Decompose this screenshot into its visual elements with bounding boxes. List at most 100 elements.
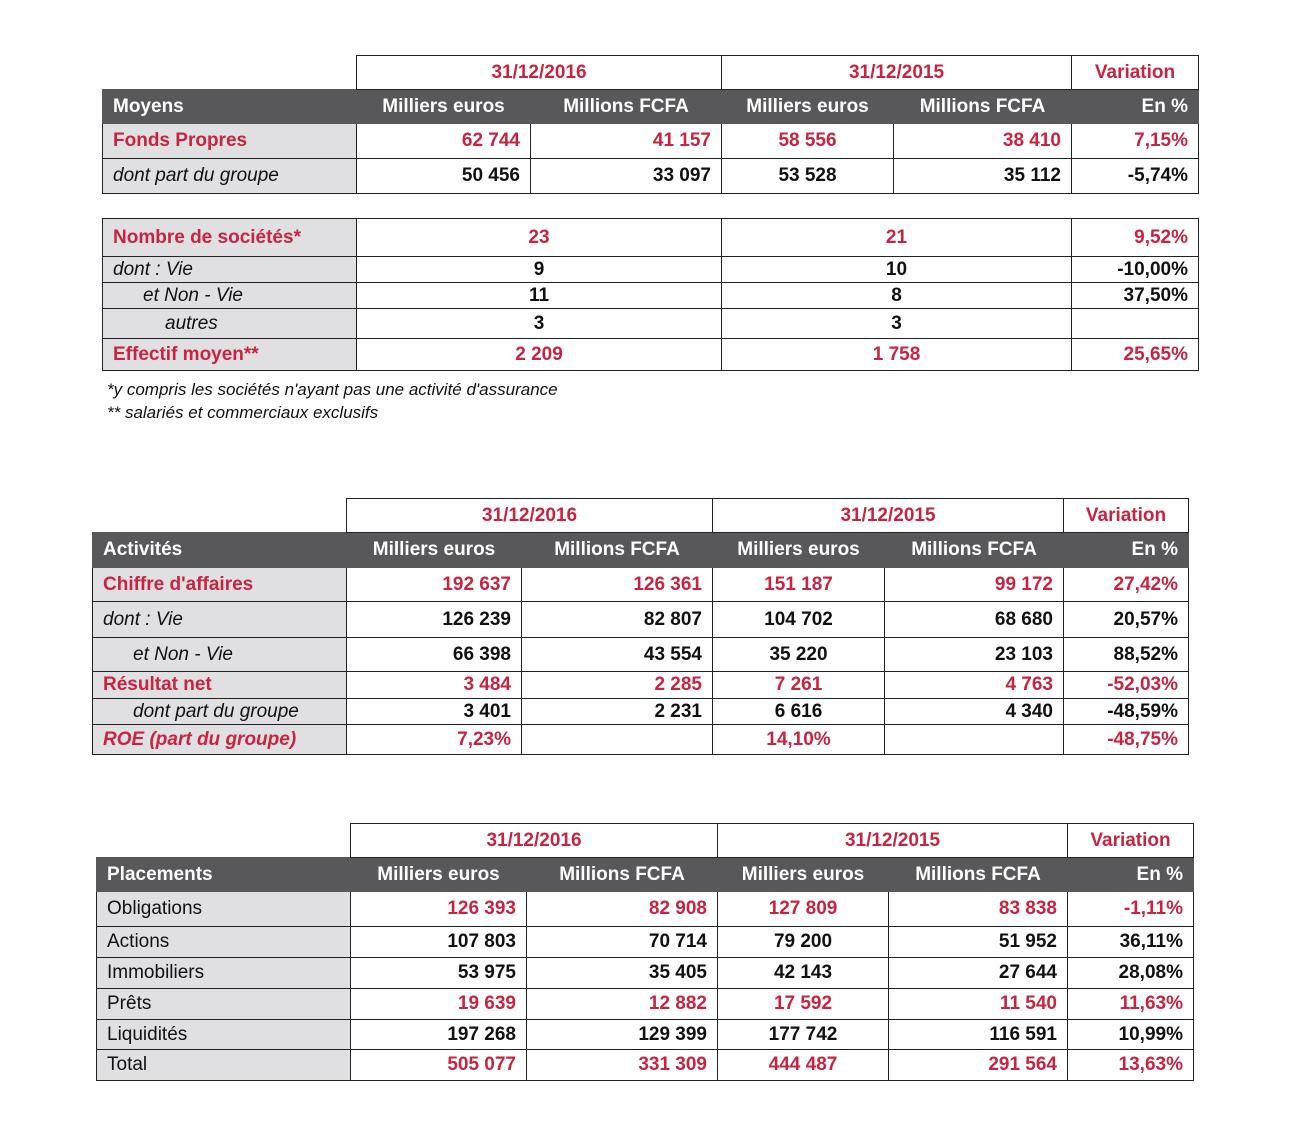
cell: 27 644 <box>888 957 1068 989</box>
cell: 38 410 <box>893 123 1072 159</box>
cell: 33 097 <box>530 158 722 194</box>
cell: 62 744 <box>356 123 531 159</box>
cell: 8 <box>721 282 1072 309</box>
societes-table: Nombre de sociétés* 23 21 9,52% dont : V… <box>102 218 1199 371</box>
cell: 23 103 <box>884 637 1064 672</box>
cell: 42 143 <box>717 957 889 989</box>
cell: 19 639 <box>350 988 527 1020</box>
moyens-table: 31/12/2016 31/12/2015 Variation Moyens M… <box>102 55 1199 194</box>
moyens-variation-header: Variation <box>1071 55 1199 90</box>
row-label: ROE (part du groupe) <box>92 724 347 755</box>
cell: 53 975 <box>350 957 527 989</box>
placements-table: 31/12/2016 31/12/2015 Variation Placemen… <box>96 823 1194 1081</box>
cell: 4 340 <box>884 698 1064 725</box>
cell: 192 637 <box>346 567 522 602</box>
moyens-header-col4: Millions FCFA <box>893 89 1072 124</box>
cell: 58 556 <box>721 123 894 159</box>
cell: 7,23% <box>346 724 522 755</box>
cell: -48,75% <box>1063 724 1189 755</box>
table-row: autres 3 3 <box>102 308 1199 339</box>
table-row: Effectif moyen** 2 209 1 758 25,65% <box>102 338 1199 371</box>
row-label: Résultat net <box>92 671 347 699</box>
placements-header-col4: Millions FCFA <box>888 857 1068 892</box>
cell: 3 484 <box>346 671 522 699</box>
cell: 151 187 <box>712 567 885 602</box>
cell: 7 261 <box>712 671 885 699</box>
row-label: et Non - Vie <box>92 637 347 672</box>
table-row: et Non - Vie 11 8 37,50% <box>102 282 1199 309</box>
cell: 107 803 <box>350 926 527 958</box>
activites-header-col2: Millions FCFA <box>521 532 713 568</box>
cell <box>1071 308 1199 339</box>
cell: 116 591 <box>888 1019 1068 1050</box>
placements-header-col1: Milliers euros <box>350 857 527 892</box>
table-row: dont : Vie 9 10 -10,00% <box>102 256 1199 283</box>
table-row: Fonds Propres 62 744 41 157 58 556 38 41… <box>102 123 1199 159</box>
activites-header-label: Activités <box>92 532 347 568</box>
activites-table: 31/12/2016 31/12/2015 Variation Activité… <box>92 498 1189 755</box>
cell: 28,08% <box>1067 957 1194 989</box>
cell: 35 405 <box>526 957 718 989</box>
table-row: dont part du groupe 50 456 33 097 53 528… <box>102 158 1199 194</box>
table-row: ROE (part du groupe) 7,23% 14,10% -48,75… <box>92 724 1189 755</box>
footnote-2: ** salariés et commerciaux exclusifs <box>107 403 379 422</box>
activites-date-2016: 31/12/2016 <box>346 498 713 533</box>
table-row: Actions 107 803 70 714 79 200 51 952 36,… <box>96 926 1194 958</box>
cell: 70 714 <box>526 926 718 958</box>
row-label: Actions <box>96 926 351 958</box>
cell: 1 758 <box>721 338 1072 371</box>
cell: -48,59% <box>1063 698 1189 725</box>
moyens-header-col3: Milliers euros <box>721 89 894 124</box>
cell: 83 838 <box>888 891 1068 927</box>
row-label: autres <box>102 308 357 339</box>
row-label: Prêts <box>96 988 351 1020</box>
activites-date-2015: 31/12/2015 <box>712 498 1064 533</box>
cell: 505 077 <box>350 1049 527 1081</box>
placements-date-2016: 31/12/2016 <box>350 823 718 858</box>
moyens-date-2016: 31/12/2016 <box>356 55 722 90</box>
cell: 50 456 <box>356 158 531 194</box>
table-row: Chiffre d'affaires 192 637 126 361 151 1… <box>92 567 1189 602</box>
cell: 126 239 <box>346 601 522 638</box>
table-row: dont part du groupe 3 401 2 231 6 616 4 … <box>92 698 1189 725</box>
cell: 10 <box>721 256 1072 283</box>
cell: -52,03% <box>1063 671 1189 699</box>
row-label: Fonds Propres <box>102 123 357 159</box>
row-label: Liquidités <box>96 1019 351 1050</box>
row-label: dont : Vie <box>92 601 347 638</box>
row-label: Chiffre d'affaires <box>92 567 347 602</box>
cell: 291 564 <box>888 1049 1068 1081</box>
cell: 11,63% <box>1067 988 1194 1020</box>
placements-header-col2: Millions FCFA <box>526 857 718 892</box>
row-label: Nombre de sociétés* <box>102 218 357 257</box>
cell: 197 268 <box>350 1019 527 1050</box>
cell: 17 592 <box>717 988 889 1020</box>
moyens-header-col2: Millions FCFA <box>530 89 722 124</box>
cell: 2 285 <box>521 671 713 699</box>
row-label: dont part du groupe <box>102 158 357 194</box>
cell: 127 809 <box>717 891 889 927</box>
activites-variation-header: Variation <box>1063 498 1189 533</box>
cell: 9 <box>356 256 722 283</box>
cell: 21 <box>721 218 1072 257</box>
cell: 27,42% <box>1063 567 1189 602</box>
cell: 129 399 <box>526 1019 718 1050</box>
cell: 7,15% <box>1071 123 1199 159</box>
cell: 12 882 <box>526 988 718 1020</box>
placements-variation-header: Variation <box>1067 823 1194 858</box>
cell: 68 680 <box>884 601 1064 638</box>
placements-header-label: Placements <box>96 857 351 892</box>
table-row: Résultat net 3 484 2 285 7 261 4 763 -52… <box>92 671 1189 699</box>
cell: 37,50% <box>1071 282 1199 309</box>
table-row: et Non - Vie 66 398 43 554 35 220 23 103… <box>92 637 1189 672</box>
table-row: dont : Vie 126 239 82 807 104 702 68 680… <box>92 601 1189 638</box>
row-label: Obligations <box>96 891 351 927</box>
moyens-header-col1: Milliers euros <box>356 89 531 124</box>
cell: 11 540 <box>888 988 1068 1020</box>
cell: -1,11% <box>1067 891 1194 927</box>
cell: 2 231 <box>521 698 713 725</box>
placements-header-col3: Milliers euros <box>717 857 889 892</box>
cell: 82 908 <box>526 891 718 927</box>
cell: 35 220 <box>712 637 885 672</box>
row-label: Immobiliers <box>96 957 351 989</box>
